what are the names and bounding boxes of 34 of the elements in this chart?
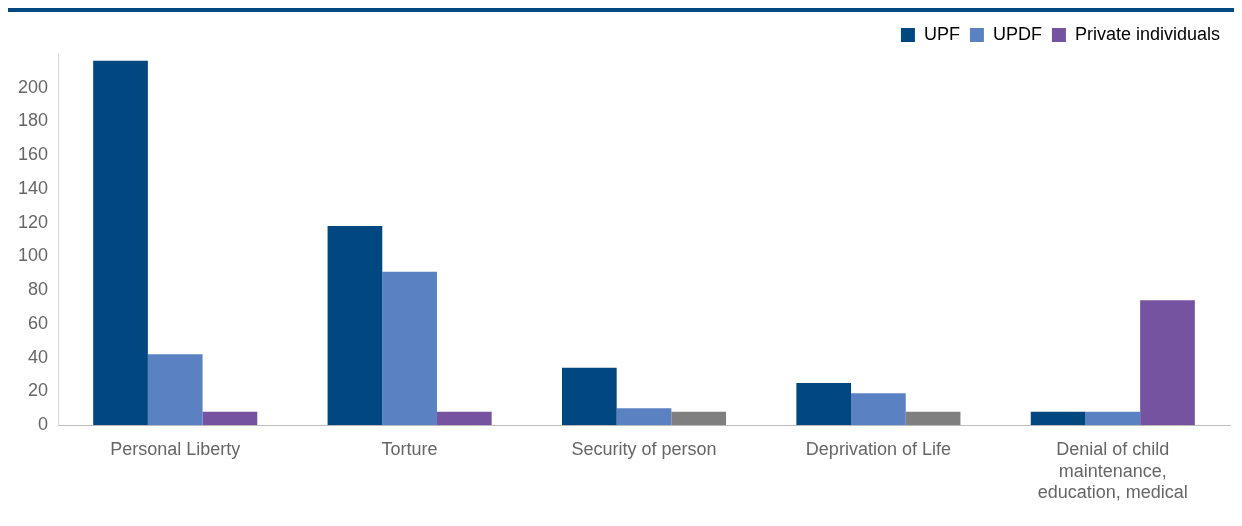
y-tick-label: 120 xyxy=(17,211,49,232)
bar xyxy=(561,367,617,426)
bar xyxy=(147,354,203,426)
bar xyxy=(851,393,906,426)
bar xyxy=(616,408,672,426)
y-tick-label: 140 xyxy=(17,177,49,198)
bar xyxy=(327,226,383,426)
x-tick-label: Denial of child maintenance, education, medical xyxy=(1037,438,1188,503)
y-tick-label: 200 xyxy=(17,76,49,97)
y-tick-label: 60 xyxy=(28,312,49,333)
bar xyxy=(905,411,961,426)
bar xyxy=(93,60,148,426)
bar xyxy=(202,411,258,426)
y-tick-label: 100 xyxy=(17,245,49,266)
y-tick-label: 0 xyxy=(38,414,49,435)
x-tick-label: Personal Liberty xyxy=(110,438,241,459)
y-tick-label: 40 xyxy=(28,346,49,367)
bar xyxy=(1030,411,1086,426)
bar xyxy=(1140,300,1195,426)
legend-label: UPF xyxy=(923,23,960,44)
x-tick-label: Torture xyxy=(381,438,438,459)
bar xyxy=(382,271,437,426)
y-tick-label: 80 xyxy=(28,279,49,300)
bar xyxy=(1085,411,1141,426)
y-tick-label: 160 xyxy=(17,144,49,165)
legend-label: Private individuals xyxy=(1074,23,1221,44)
x-tick-label: Deprivation of Life xyxy=(805,438,951,459)
legend-label: UPDF xyxy=(992,23,1042,44)
bar xyxy=(796,383,852,426)
y-tick-label: 20 xyxy=(28,380,49,401)
y-tick-label: 180 xyxy=(17,110,49,131)
bar xyxy=(671,411,727,426)
bar xyxy=(436,411,492,426)
x-tick-label: Security of person xyxy=(571,438,717,459)
